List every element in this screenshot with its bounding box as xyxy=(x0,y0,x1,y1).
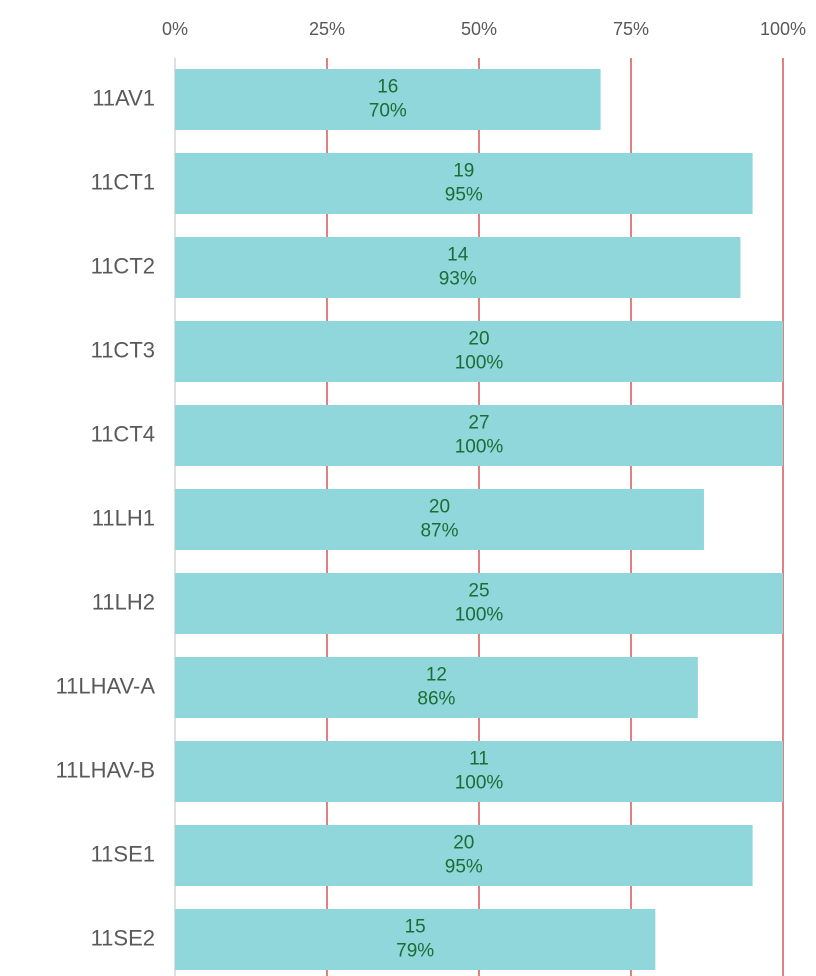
bar xyxy=(175,573,783,634)
value-label: 100% xyxy=(455,773,504,794)
count-label: 25 xyxy=(468,581,489,602)
x-tick-label: 100% xyxy=(760,19,806,39)
count-label: 14 xyxy=(447,245,469,266)
x-tick-label: 75% xyxy=(613,19,649,39)
category-label: 11CT3 xyxy=(91,337,155,362)
bar xyxy=(175,321,783,382)
value-label: 79% xyxy=(396,941,434,962)
bar xyxy=(175,69,601,130)
value-label: 100% xyxy=(455,605,504,626)
value-label: 70% xyxy=(369,101,407,122)
count-label: 20 xyxy=(429,497,450,518)
category-label: 11LHAV-A xyxy=(56,673,156,698)
bar xyxy=(175,909,656,970)
count-label: 16 xyxy=(377,77,398,98)
value-label: 87% xyxy=(420,521,458,542)
count-label: 20 xyxy=(453,833,474,854)
bar xyxy=(175,237,741,298)
x-tick-label: 0% xyxy=(162,19,188,39)
x-tick-label: 25% xyxy=(309,19,345,39)
x-tick-label: 50% xyxy=(461,19,497,39)
count-label: 15 xyxy=(405,917,426,938)
bar xyxy=(175,489,704,550)
category-label: 11LH2 xyxy=(92,589,155,614)
bar xyxy=(175,825,753,886)
bar xyxy=(175,405,783,466)
count-label: 12 xyxy=(426,665,447,686)
bar xyxy=(175,153,753,214)
bar xyxy=(175,657,698,718)
count-label: 27 xyxy=(468,413,489,434)
category-label: 11SE2 xyxy=(91,925,155,950)
bar xyxy=(175,741,783,802)
count-label: 19 xyxy=(453,161,474,182)
category-label: 11AV1 xyxy=(92,85,155,110)
category-label: 11SE1 xyxy=(91,841,155,866)
value-label: 95% xyxy=(445,857,483,878)
category-label: 11CT4 xyxy=(91,421,155,446)
count-label: 11 xyxy=(469,749,489,770)
value-label: 93% xyxy=(439,269,477,290)
count-label: 20 xyxy=(468,329,489,350)
value-label: 100% xyxy=(455,437,504,458)
category-label: 11LH1 xyxy=(92,505,155,530)
category-label: 11CT2 xyxy=(91,253,155,278)
category-label: 11LHAV-B xyxy=(56,757,155,782)
category-label: 11CT1 xyxy=(91,169,155,194)
value-label: 86% xyxy=(417,689,455,710)
value-label: 95% xyxy=(445,185,483,206)
value-label: 100% xyxy=(455,353,504,374)
